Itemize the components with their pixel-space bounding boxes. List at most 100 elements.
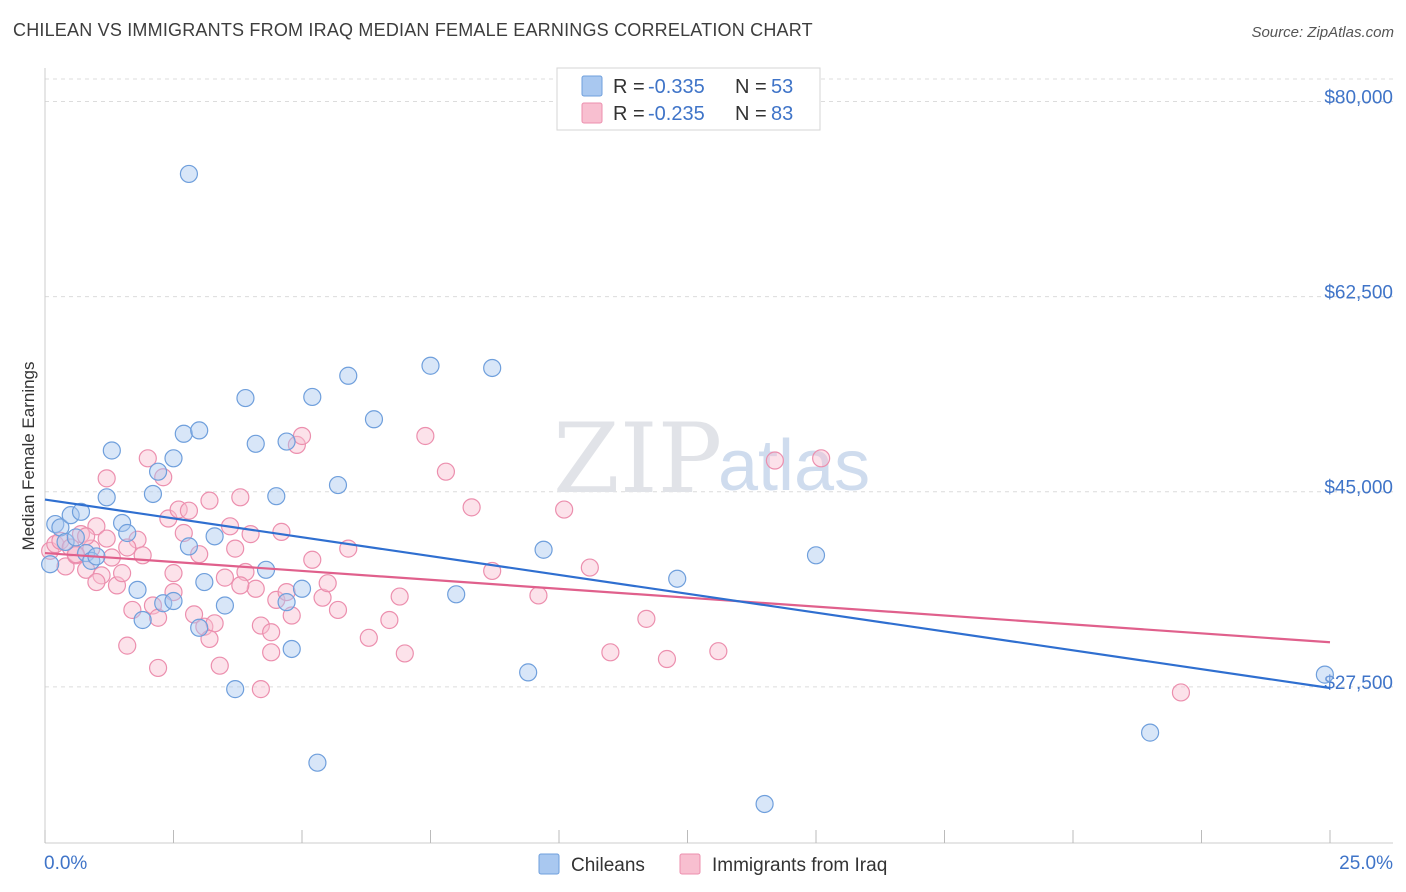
iraq-trend-line <box>44 551 1331 644</box>
bottom-legend-swatch-chileans <box>538 853 560 875</box>
y-tick-label: $45,000 <box>1324 478 1393 499</box>
chileans-point <box>534 540 553 559</box>
iraq-point <box>529 586 548 605</box>
iraq-point <box>231 576 250 595</box>
chileans-point <box>102 441 121 460</box>
iraq-point <box>56 557 75 576</box>
grid-lines <box>45 78 1393 688</box>
legend-box: R = -0.335 N = 53 R = -0.235 N = 83 <box>556 67 821 131</box>
chileans-point <box>806 546 826 565</box>
iraq-point <box>359 628 378 647</box>
iraq-point <box>231 488 250 507</box>
chileans-point <box>292 579 312 598</box>
iraq-points <box>41 426 1191 702</box>
chileans-trend-line <box>44 498 1331 690</box>
chileans-point <box>308 753 327 772</box>
chileans-point <box>164 591 183 611</box>
chileans-point <box>56 532 75 552</box>
chileans-point <box>41 555 60 574</box>
iraq-point <box>318 574 337 593</box>
chileans-point <box>277 432 296 451</box>
iraq-point <box>174 523 193 543</box>
iraq-point <box>210 656 229 675</box>
legend-r-label-2: R = <box>613 103 645 125</box>
chileans-point <box>174 424 193 443</box>
chileans-point <box>339 366 358 385</box>
legend-r-value-2: -0.235 <box>648 103 705 125</box>
y-axis-tick-labels: $27,500 $45,000 $62,500 $80,000 <box>1324 87 1393 693</box>
chileans-point <box>205 527 224 546</box>
iraq-point <box>179 501 199 520</box>
chileans-point <box>267 487 286 506</box>
bottom-legend-label-chileans: Chileans <box>571 855 645 876</box>
bottom-legend-label-iraq: Immigrants from Iraq <box>712 855 887 876</box>
iraq-point <box>112 564 132 583</box>
chileans-points <box>41 164 1334 814</box>
chileans-point <box>112 513 132 533</box>
chileans-point <box>179 537 199 556</box>
iraq-point <box>328 600 348 620</box>
chileans-point <box>215 596 234 615</box>
chileans-point <box>133 610 152 630</box>
iraq-point <box>313 588 332 607</box>
iraq-point <box>262 623 281 642</box>
y-tick-label: $62,500 <box>1324 283 1393 304</box>
chileans-point <box>277 593 296 612</box>
chileans-point <box>143 484 163 504</box>
iraq-point <box>282 606 301 625</box>
iraq-point <box>251 616 270 635</box>
watermark-zip: ZIP <box>553 403 722 515</box>
legend-n-label-2: N = <box>735 103 767 125</box>
iraq-point <box>138 449 157 468</box>
iraq-point <box>184 605 204 624</box>
chileans-point <box>364 410 384 429</box>
chileans-point <box>328 475 348 495</box>
chileans-point <box>66 528 85 547</box>
chileans-point <box>128 580 147 599</box>
legend-n-label-1: N = <box>735 76 767 98</box>
chileans-point <box>519 663 538 682</box>
iraq-point <box>87 572 106 592</box>
iraq-point <box>148 658 168 678</box>
source-credit: Source: ZipAtlas.com <box>1251 24 1394 41</box>
iraq-point <box>580 558 599 577</box>
chileans-point <box>1140 723 1160 742</box>
chileans-point <box>195 572 214 592</box>
chileans-point <box>46 514 65 534</box>
y-tick-label: $27,500 <box>1324 673 1393 694</box>
chileans-point <box>148 462 168 481</box>
bottom-legend: Chileans Immigrants from Iraq <box>538 853 887 876</box>
iraq-point <box>200 491 219 510</box>
legend-n-value-2: 83 <box>771 103 793 125</box>
iraq-point <box>637 609 656 628</box>
iraq-point <box>215 568 234 587</box>
iraq-point <box>555 500 574 519</box>
iraq-point <box>277 583 296 602</box>
trend-lines <box>44 498 1331 690</box>
chileans-point <box>236 388 255 408</box>
chileans-point <box>447 585 466 604</box>
iraq-point <box>812 449 831 468</box>
iraq-point <box>164 564 183 583</box>
legend-swatch-iraq <box>581 102 603 124</box>
y-axis-title: Median Female Earnings <box>19 362 38 551</box>
bottom-legend-swatch-iraq <box>679 853 701 875</box>
legend-r-label-1: R = <box>613 76 645 98</box>
chileans-point <box>755 794 774 814</box>
iraq-point <box>226 539 245 558</box>
x-tick-label-min: 0.0% <box>44 853 87 874</box>
iraq-point <box>1171 683 1191 702</box>
iraq-point <box>416 426 435 446</box>
iraq-point <box>251 680 270 699</box>
chileans-point <box>118 523 137 543</box>
axes <box>44 68 1393 844</box>
iraq-point <box>272 522 291 541</box>
chileans-point <box>97 488 116 507</box>
chileans-point <box>303 387 322 407</box>
iraq-point <box>390 587 409 606</box>
iraq-point <box>380 610 399 630</box>
iraq-point <box>97 469 116 488</box>
chileans-point <box>483 358 502 378</box>
iraq-point <box>395 644 414 663</box>
